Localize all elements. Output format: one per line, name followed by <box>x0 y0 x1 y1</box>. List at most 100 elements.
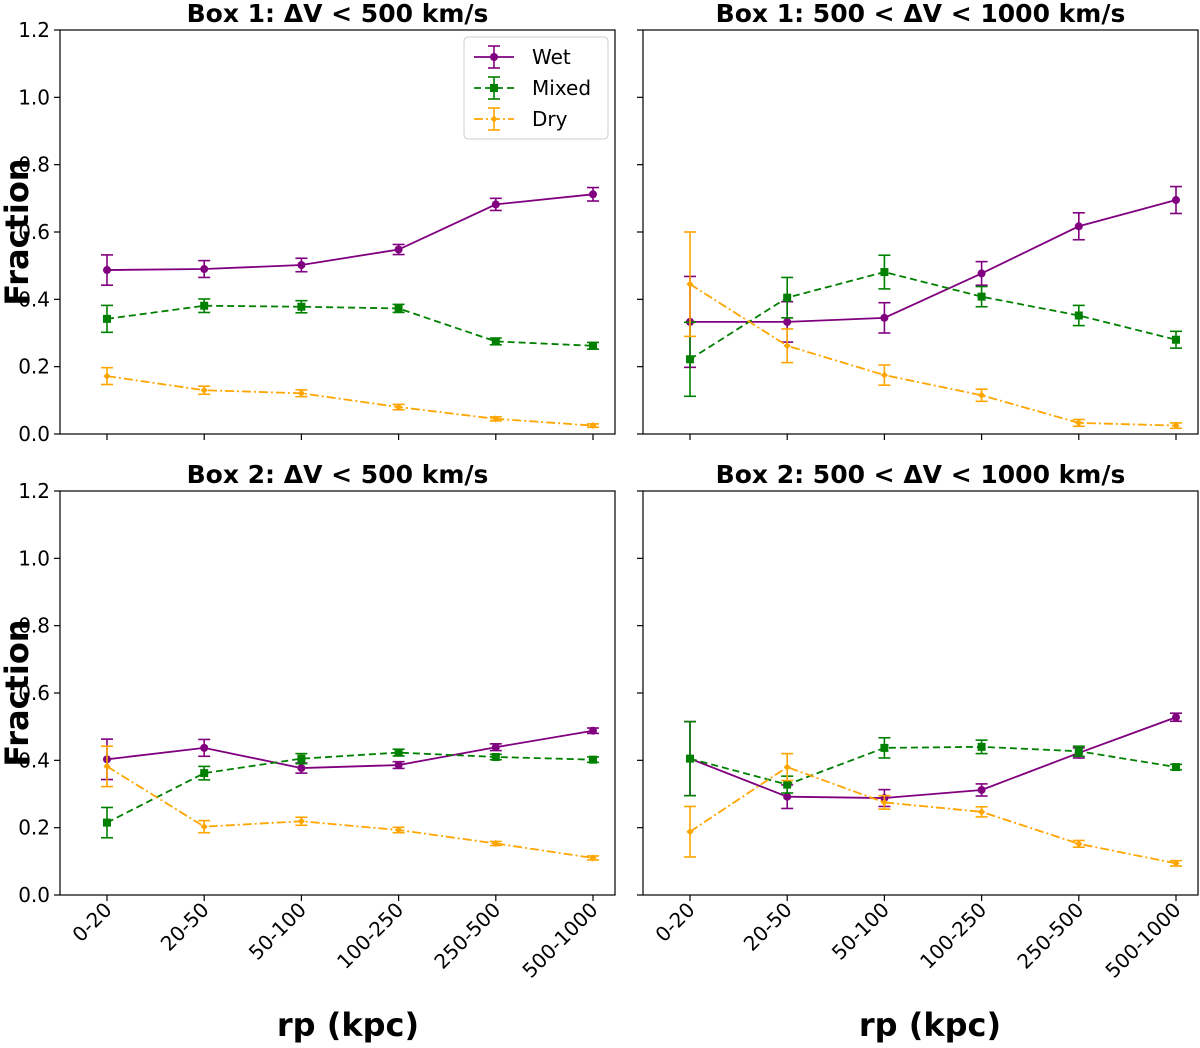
data-point <box>783 792 792 801</box>
data-point <box>686 828 694 836</box>
data-point <box>200 743 209 752</box>
plot-frame <box>642 29 1199 435</box>
data-point <box>395 403 403 411</box>
series-line <box>106 193 594 271</box>
series-wet <box>684 712 1182 810</box>
data-point <box>880 798 888 807</box>
series-mixed <box>101 748 599 839</box>
data-point <box>297 302 306 311</box>
data-point <box>783 293 792 302</box>
x-tick-label: 50-100 <box>244 898 311 965</box>
x-tick-label: 250-500 <box>429 898 505 974</box>
panel-1: Box 1: ΔV < 500 km/s 0.0 0.2 0.4 0.6 0.8 1.0 1.… <box>18 0 616 446</box>
y-tick-label: 0.6 <box>18 681 50 705</box>
panel-3: Box 2: ΔV < 500 km/s 0.0 0.2 0.4 0.6 0.8 1.0 1.… <box>18 460 616 983</box>
data-point <box>880 371 888 379</box>
y-tick-label: 0.8 <box>18 153 50 177</box>
series-wet <box>684 185 1182 369</box>
data-point <box>1074 747 1083 756</box>
x-tick-label: 20-50 <box>156 898 214 956</box>
data-point <box>1172 713 1180 722</box>
data-point <box>1075 419 1083 427</box>
data-point <box>977 785 986 794</box>
y-tick-label: 0.8 <box>18 614 50 638</box>
x-tick-label: 100-250 <box>332 898 408 974</box>
series-line <box>106 765 594 859</box>
data-point <box>200 386 208 394</box>
data-point <box>491 200 500 209</box>
y-tick-label: 0.4 <box>18 748 50 772</box>
data-point <box>297 754 306 763</box>
series-line <box>106 729 594 769</box>
data-point <box>589 190 597 199</box>
series-dry <box>101 745 599 862</box>
y-tick-label: 1.2 <box>18 18 50 42</box>
y-tick-label: 1.0 <box>18 546 50 570</box>
x-axis-label: rp (kpc) <box>859 1006 1001 1044</box>
panel-title: Box 2: 500 < ΔV < 1000 km/s <box>716 460 1126 489</box>
series-line <box>689 766 1177 865</box>
panel-title: Box 1: 500 < ΔV < 1000 km/s <box>716 0 1126 28</box>
legend-box <box>463 36 609 140</box>
data-point <box>491 337 500 346</box>
y-tick-label: 0.4 <box>18 287 50 311</box>
y-tick-label: 0.0 <box>18 422 50 446</box>
data-point <box>394 245 403 254</box>
series-line <box>106 751 594 824</box>
data-point <box>103 372 111 380</box>
x-tick-label: 500-1000 <box>1100 898 1185 983</box>
series-mixed <box>101 298 599 350</box>
series-line <box>689 716 1177 799</box>
x-tick-label: 100-250 <box>915 898 991 974</box>
data-point <box>1074 311 1083 320</box>
data-point <box>1172 763 1180 772</box>
y-tick-label: 1.2 <box>18 479 50 503</box>
data-point <box>297 389 305 397</box>
data-point <box>1172 859 1180 867</box>
data-point <box>200 823 208 831</box>
data-point <box>200 301 209 310</box>
data-point <box>1172 196 1180 205</box>
data-point <box>589 755 597 764</box>
data-point <box>880 743 889 752</box>
data-point <box>394 748 403 757</box>
data-point <box>686 355 694 364</box>
data-point <box>491 752 500 761</box>
series-wet <box>101 726 599 781</box>
data-point <box>103 818 111 827</box>
data-point <box>103 314 111 323</box>
panel-2: Box 1: 500 < ΔV < 1000 km/s <box>637 0 1199 440</box>
data-point <box>297 817 305 825</box>
data-point <box>977 292 986 301</box>
data-point <box>297 260 306 269</box>
data-point <box>394 761 403 770</box>
data-point <box>297 764 306 773</box>
plot-frame <box>59 490 616 896</box>
data-point <box>491 743 500 752</box>
x-tick-label: 20-50 <box>739 898 797 956</box>
x-axis-label: rp (kpc) <box>277 1006 419 1044</box>
y-tick-label: 0.6 <box>18 220 50 244</box>
data-point <box>589 726 597 735</box>
panel-title: Box 2: ΔV < 500 km/s <box>187 460 489 489</box>
data-point <box>783 342 791 350</box>
y-axis-label: Fraction <box>0 158 36 305</box>
data-point <box>783 763 791 771</box>
series-line <box>690 199 1177 323</box>
y-tick-label: 0.2 <box>18 816 50 840</box>
series-line <box>106 375 594 427</box>
data-point <box>200 769 209 778</box>
series-line <box>689 271 1177 361</box>
plot-frame <box>59 29 616 435</box>
data-point <box>395 826 403 834</box>
series-dry <box>684 231 1182 430</box>
x-tick-label: 250-500 <box>1012 898 1088 974</box>
data-point <box>978 808 986 816</box>
x-tick-label: 50-100 <box>827 898 894 965</box>
x-tick-label: 0-20 <box>650 898 699 947</box>
legend-label: Mixed <box>532 76 591 100</box>
series-dry <box>684 752 1182 867</box>
y-axis-label: Fraction <box>0 619 36 766</box>
y-tick-label: 0.2 <box>18 355 50 379</box>
data-point <box>977 269 986 278</box>
